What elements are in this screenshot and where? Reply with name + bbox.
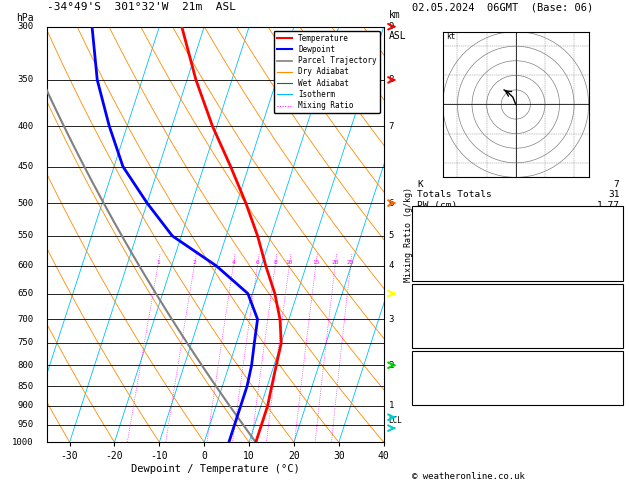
Text: 750: 750 xyxy=(603,295,620,305)
Text: 950: 950 xyxy=(18,420,34,429)
Text: 300: 300 xyxy=(18,22,34,31)
Text: SREH: SREH xyxy=(417,373,440,382)
X-axis label: Dewpoint / Temperature (°C): Dewpoint / Temperature (°C) xyxy=(131,464,300,474)
Text: 700: 700 xyxy=(18,314,34,324)
Text: Hodograph: Hodograph xyxy=(491,352,543,362)
Text: 1: 1 xyxy=(389,401,394,410)
Text: 20: 20 xyxy=(331,260,339,264)
Text: Lifted Index: Lifted Index xyxy=(417,316,486,326)
Text: EH: EH xyxy=(417,363,428,372)
Text: 6: 6 xyxy=(389,199,394,208)
Text: 10: 10 xyxy=(286,260,293,264)
Text: Most Unstable: Most Unstable xyxy=(480,285,555,294)
Text: Surface: Surface xyxy=(498,208,537,216)
Text: 9: 9 xyxy=(389,22,394,31)
Text: 8: 8 xyxy=(273,260,277,264)
Text: 0: 0 xyxy=(614,260,620,269)
Text: 4: 4 xyxy=(389,261,394,270)
Text: CIN (J): CIN (J) xyxy=(417,270,457,279)
Text: -34°49'S  301°32'W  21m  ASL: -34°49'S 301°32'W 21m ASL xyxy=(47,2,236,12)
Text: 7: 7 xyxy=(389,122,394,131)
Text: 2: 2 xyxy=(389,361,394,370)
Text: 750: 750 xyxy=(18,338,34,347)
Text: hPa: hPa xyxy=(16,13,34,22)
Text: Temp (°C): Temp (°C) xyxy=(417,218,469,227)
Text: 23: 23 xyxy=(608,373,620,382)
Text: Totals Totals: Totals Totals xyxy=(417,190,492,199)
Text: Mixing Ratio (g/kg): Mixing Ratio (g/kg) xyxy=(404,187,413,282)
Text: 650: 650 xyxy=(18,289,34,298)
Text: kt: kt xyxy=(446,32,455,41)
Text: θᴄ (K): θᴄ (K) xyxy=(417,306,452,315)
Text: CAPE (J): CAPE (J) xyxy=(417,327,463,336)
Text: 15: 15 xyxy=(608,249,620,258)
Text: 900: 900 xyxy=(18,401,34,410)
Text: 299: 299 xyxy=(603,239,620,248)
Text: 15: 15 xyxy=(312,260,320,264)
Text: 850: 850 xyxy=(18,382,34,391)
Text: 28: 28 xyxy=(608,394,620,403)
Text: 550: 550 xyxy=(18,231,34,241)
Text: StmDir: StmDir xyxy=(417,384,452,393)
Text: 0: 0 xyxy=(614,327,620,336)
Text: Dewp (°C): Dewp (°C) xyxy=(417,228,469,237)
Text: 450: 450 xyxy=(18,162,34,171)
Text: 11.5: 11.5 xyxy=(596,218,620,227)
Text: 0: 0 xyxy=(614,270,620,279)
Text: 2: 2 xyxy=(192,260,196,264)
Text: 8: 8 xyxy=(389,75,394,85)
Text: 800: 800 xyxy=(18,361,34,370)
Text: PW (cm): PW (cm) xyxy=(417,201,457,210)
Text: CIN (J): CIN (J) xyxy=(417,337,457,347)
Text: 5: 5 xyxy=(389,231,394,241)
Text: km: km xyxy=(389,11,401,20)
Text: LCL: LCL xyxy=(389,417,403,425)
Text: 7: 7 xyxy=(614,180,620,189)
Text: 1: 1 xyxy=(156,260,160,264)
Text: CAPE (J): CAPE (J) xyxy=(417,260,463,269)
Text: K: K xyxy=(417,180,423,189)
Text: 6: 6 xyxy=(255,260,259,264)
Text: Lifted Index: Lifted Index xyxy=(417,249,486,258)
Text: 500: 500 xyxy=(18,199,34,208)
Text: 25: 25 xyxy=(347,260,354,264)
Legend: Temperature, Dewpoint, Parcel Trajectory, Dry Adiabat, Wet Adiabat, Isotherm, Mi: Temperature, Dewpoint, Parcel Trajectory… xyxy=(274,31,380,113)
Text: 1.77: 1.77 xyxy=(596,201,620,210)
Text: Pressure (mb): Pressure (mb) xyxy=(417,295,492,305)
Text: 1000: 1000 xyxy=(12,438,34,447)
Text: ASL: ASL xyxy=(389,31,406,41)
Text: 31: 31 xyxy=(608,190,620,199)
Text: 306: 306 xyxy=(603,306,620,315)
Text: 4: 4 xyxy=(231,260,235,264)
Text: 0: 0 xyxy=(614,337,620,347)
Text: StmSpd (kt): StmSpd (kt) xyxy=(417,394,481,403)
Text: 3: 3 xyxy=(389,314,394,324)
Text: © weatheronline.co.uk: © weatheronline.co.uk xyxy=(412,472,525,481)
Text: 400: 400 xyxy=(18,122,34,131)
Text: 313°: 313° xyxy=(596,384,620,393)
Text: 600: 600 xyxy=(18,261,34,270)
Text: 4: 4 xyxy=(614,363,620,372)
Text: θᴄ(K): θᴄ(K) xyxy=(417,239,446,248)
Text: 10: 10 xyxy=(608,316,620,326)
Text: 02.05.2024  06GMT  (Base: 06): 02.05.2024 06GMT (Base: 06) xyxy=(412,2,593,12)
Text: 5.5: 5.5 xyxy=(603,228,620,237)
Text: 350: 350 xyxy=(18,75,34,85)
